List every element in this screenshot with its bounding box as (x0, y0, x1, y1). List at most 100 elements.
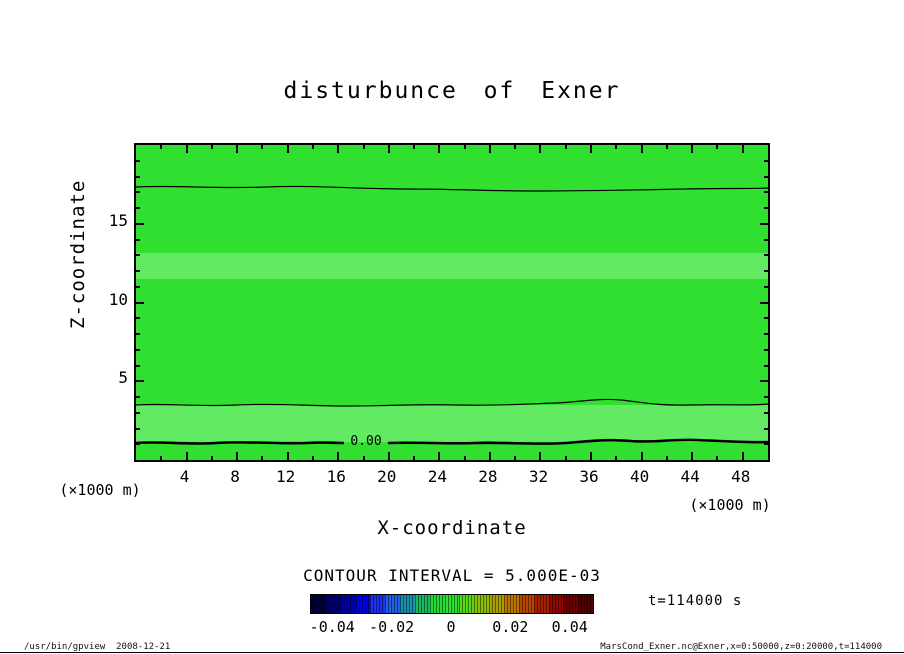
tick-mark (488, 145, 491, 153)
tick-mark (136, 380, 144, 383)
tick-mark (136, 411, 140, 414)
x-tick-label: 40 (629, 467, 650, 486)
tick-mark (286, 452, 289, 460)
x-axis-unit: (×1000 m) (689, 496, 771, 514)
tick-mark (136, 317, 140, 320)
tick-mark (438, 145, 441, 153)
tick-mark (691, 452, 694, 460)
x-axis-title: X-coordinate (377, 517, 527, 539)
colorbar-cell (429, 595, 445, 613)
colorbar (310, 594, 594, 614)
tick-mark (337, 452, 340, 460)
x-tick-label: 44 (680, 467, 700, 486)
contour-line-upper (136, 185, 768, 192)
tick-mark (760, 380, 768, 383)
y-axis-title: Z-coordinate (67, 179, 89, 329)
tick-mark (640, 452, 643, 460)
tick-mark (764, 270, 768, 272)
x-tick-label: 12 (276, 467, 296, 486)
colorbar-tick-label: 0 (446, 618, 456, 636)
plot-title: disturbunce of Exner (283, 78, 621, 104)
tick-mark (564, 145, 567, 149)
tick-mark (136, 396, 140, 398)
colorbar-tick-label: -0.04 (309, 618, 355, 636)
colorbar-cell (400, 595, 415, 613)
y-tick-label: 15 (108, 210, 128, 230)
tick-mark (136, 285, 140, 288)
tick-mark (136, 222, 144, 225)
zero-contour-label: 0.00 (350, 434, 382, 449)
tick-mark (741, 145, 744, 153)
tick-mark (764, 159, 768, 162)
tick-mark (438, 452, 441, 460)
tick-mark (136, 191, 140, 194)
tick-mark (764, 333, 768, 335)
tick-mark (136, 270, 140, 272)
tick-mark (716, 145, 719, 149)
colorbar-cell (503, 595, 519, 613)
tick-mark (160, 145, 163, 149)
tick-mark (760, 301, 768, 304)
tick-mark (615, 145, 618, 149)
tick-mark (764, 364, 768, 367)
tick-mark (764, 427, 768, 430)
tick-mark (261, 145, 264, 149)
zero-contour-left (136, 441, 345, 445)
colorbar-cell (355, 595, 371, 613)
tick-mark (764, 191, 768, 194)
tick-mark (764, 207, 768, 209)
colorbar-cell (533, 595, 549, 613)
colorbar-cell (474, 595, 490, 613)
tick-mark (463, 456, 466, 460)
tick-mark (764, 443, 768, 446)
x-tick-label: 20 (377, 467, 397, 486)
y-tick-label: 5 (118, 368, 128, 388)
light-band-lower (136, 405, 768, 442)
x-tick-label: 32 (528, 467, 549, 486)
tick-mark (413, 456, 416, 460)
colorbar-cell (548, 595, 564, 613)
tick-mark (136, 207, 140, 209)
x-tick-label: 4 (179, 467, 190, 486)
tick-mark (387, 452, 390, 460)
y-axis-unit: (×1000 m) (59, 481, 141, 499)
colorbar-cell (563, 595, 579, 613)
tick-mark (136, 238, 140, 241)
tick-mark (463, 145, 466, 149)
tick-mark (286, 145, 289, 153)
y-tick-label: 10 (108, 289, 128, 309)
colorbar-cell (325, 595, 341, 613)
tick-mark (210, 145, 213, 149)
tick-mark (236, 452, 239, 460)
tick-mark (311, 145, 314, 149)
tick-mark (741, 452, 744, 460)
colorbar-cell (370, 595, 386, 613)
contour-plot (136, 145, 768, 460)
tick-mark (665, 145, 668, 149)
tick-mark (136, 175, 140, 178)
x-tick-label: 28 (478, 467, 498, 486)
colorbar-tick-label: 0.04 (551, 618, 588, 636)
tick-mark (764, 175, 768, 178)
tick-mark (337, 145, 340, 153)
tick-mark (488, 452, 491, 460)
tick-mark (261, 456, 264, 460)
tick-mark (136, 159, 140, 162)
tick-mark (564, 456, 567, 460)
bottom-rule (0, 652, 904, 653)
tick-mark (640, 145, 643, 153)
tick-mark (615, 456, 618, 460)
colorbar-cell (489, 595, 504, 613)
colorbar-cell (459, 595, 475, 613)
tick-mark (691, 145, 694, 153)
tick-mark (210, 456, 213, 460)
tick-mark (362, 456, 365, 460)
colorbar-tick-label: -0.02 (369, 618, 415, 636)
x-tick-label: 16 (326, 467, 346, 486)
contour-interval-text: CONTOUR INTERVAL = 5.000E-03 (303, 566, 601, 585)
tick-mark (764, 348, 768, 351)
colorbar-cell (385, 595, 401, 613)
light-band-upper (136, 253, 768, 279)
tick-mark (136, 364, 140, 367)
